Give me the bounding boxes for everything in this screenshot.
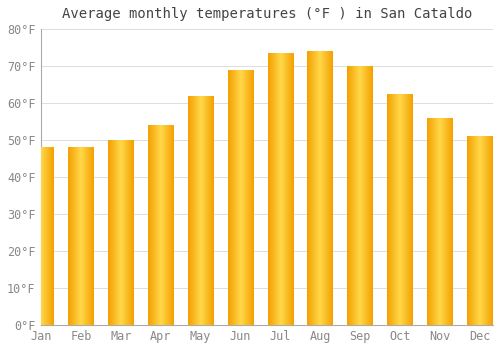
Bar xyxy=(388,94,413,324)
Bar xyxy=(188,96,214,324)
Bar xyxy=(467,136,493,324)
Title: Average monthly temperatures (°F ) in San Cataldo: Average monthly temperatures (°F ) in Sa… xyxy=(62,7,472,21)
Bar xyxy=(427,118,453,324)
Bar xyxy=(348,66,374,324)
Bar xyxy=(28,147,54,324)
Bar xyxy=(228,70,254,324)
Bar xyxy=(68,147,94,324)
Bar xyxy=(148,125,174,324)
Bar xyxy=(108,140,134,324)
Bar xyxy=(308,51,334,324)
Bar xyxy=(268,53,293,324)
